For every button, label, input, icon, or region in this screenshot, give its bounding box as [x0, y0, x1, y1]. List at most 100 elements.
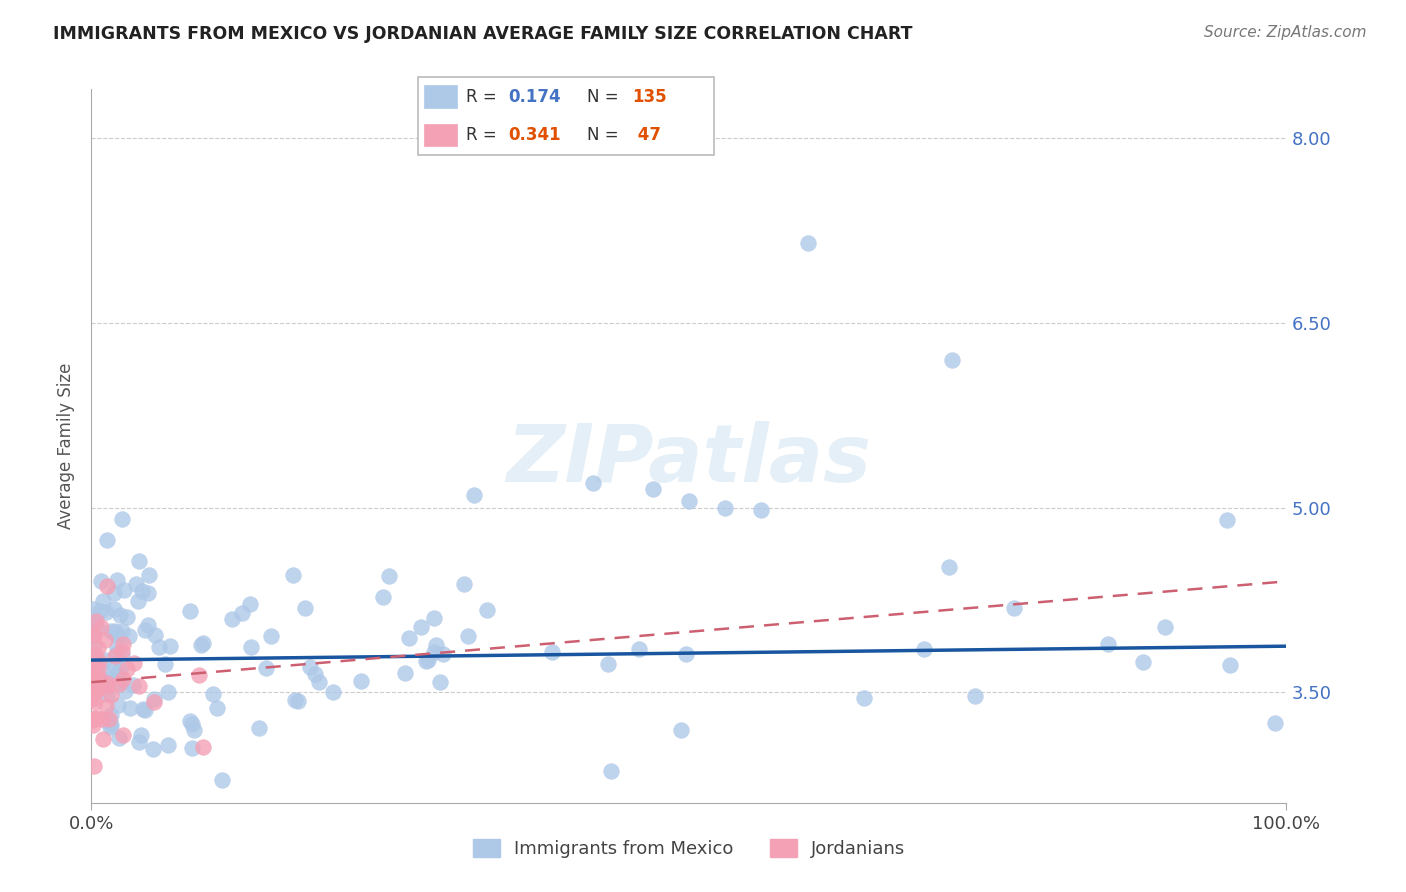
- Point: [797, 235, 820, 250]
- Point: [201, 687, 224, 701]
- Text: ZIPatlas: ZIPatlas: [506, 421, 872, 500]
- Point: [89, 604, 111, 618]
- Text: R =: R =: [467, 127, 502, 145]
- Point: [100, 624, 122, 638]
- Point: [308, 674, 330, 689]
- Point: [87, 676, 110, 690]
- Text: IMMIGRANTS FROM MEXICO VS JORDANIAN AVERAGE FAMILY SIZE CORRELATION CHART: IMMIGRANTS FROM MEXICO VS JORDANIAN AVER…: [53, 25, 912, 43]
- Point: [187, 667, 211, 681]
- Point: [111, 728, 134, 742]
- Point: [84, 683, 107, 698]
- Point: [118, 701, 141, 715]
- Point: [100, 720, 122, 734]
- Point: [111, 672, 134, 686]
- Point: [131, 583, 153, 598]
- Point: [463, 488, 485, 502]
- Point: [179, 714, 201, 729]
- Point: [87, 654, 110, 668]
- Point: [912, 642, 935, 657]
- Point: [122, 678, 145, 692]
- Point: [87, 640, 110, 655]
- Point: [128, 735, 150, 749]
- Point: [453, 577, 475, 591]
- Point: [240, 640, 263, 654]
- Point: [83, 660, 105, 674]
- Point: [84, 614, 107, 628]
- Text: 0.341: 0.341: [509, 127, 561, 145]
- Point: [90, 620, 112, 634]
- Point: [96, 533, 118, 548]
- Text: 0.174: 0.174: [509, 87, 561, 105]
- Y-axis label: Average Family Size: Average Family Size: [58, 363, 76, 529]
- Point: [94, 699, 117, 714]
- Point: [111, 644, 134, 658]
- Point: [83, 637, 105, 651]
- Point: [122, 656, 145, 670]
- Point: [82, 601, 104, 615]
- Point: [82, 665, 104, 680]
- Text: 47: 47: [633, 127, 661, 145]
- Point: [247, 722, 270, 736]
- Point: [432, 647, 454, 661]
- Point: [90, 673, 112, 688]
- Point: [111, 624, 134, 638]
- Point: [148, 640, 170, 654]
- Point: [142, 695, 165, 709]
- Point: [373, 590, 395, 604]
- Point: [83, 647, 105, 661]
- Point: [287, 694, 309, 708]
- Point: [415, 655, 437, 669]
- Point: [157, 739, 180, 753]
- Point: [103, 657, 125, 672]
- Point: [90, 712, 112, 726]
- Point: [179, 604, 201, 618]
- Point: [83, 682, 105, 697]
- Point: [82, 686, 104, 700]
- Point: [84, 711, 107, 725]
- Point: [596, 657, 619, 672]
- Point: [134, 623, 156, 637]
- Point: [143, 627, 166, 641]
- Point: [941, 352, 963, 367]
- Point: [378, 568, 401, 582]
- Point: [94, 605, 117, 619]
- Point: [193, 636, 215, 650]
- Point: [96, 673, 118, 687]
- Point: [159, 639, 181, 653]
- Point: [110, 662, 132, 676]
- Point: [153, 657, 176, 671]
- Point: [83, 711, 105, 725]
- Point: [409, 620, 432, 634]
- Point: [582, 475, 605, 490]
- Point: [91, 594, 114, 608]
- Point: [1215, 513, 1237, 527]
- Point: [136, 617, 159, 632]
- Point: [98, 715, 121, 730]
- Point: [104, 649, 127, 664]
- Point: [100, 718, 122, 732]
- Point: [429, 674, 451, 689]
- Point: [128, 554, 150, 568]
- Point: [82, 618, 104, 632]
- Point: [83, 652, 105, 666]
- Point: [115, 662, 138, 676]
- Point: [132, 701, 155, 715]
- Point: [143, 692, 166, 706]
- Text: R =: R =: [467, 87, 502, 105]
- Point: [83, 629, 105, 643]
- Point: [103, 602, 125, 616]
- Point: [714, 500, 737, 515]
- Point: [852, 690, 875, 705]
- Point: [423, 611, 446, 625]
- Point: [600, 764, 623, 779]
- Point: [398, 631, 420, 645]
- FancyBboxPatch shape: [423, 124, 457, 146]
- Point: [138, 568, 160, 582]
- Point: [239, 597, 262, 611]
- Point: [304, 667, 326, 681]
- Point: [90, 574, 112, 588]
- Point: [96, 578, 118, 592]
- Point: [108, 675, 131, 690]
- Point: [180, 716, 202, 731]
- FancyBboxPatch shape: [418, 77, 714, 155]
